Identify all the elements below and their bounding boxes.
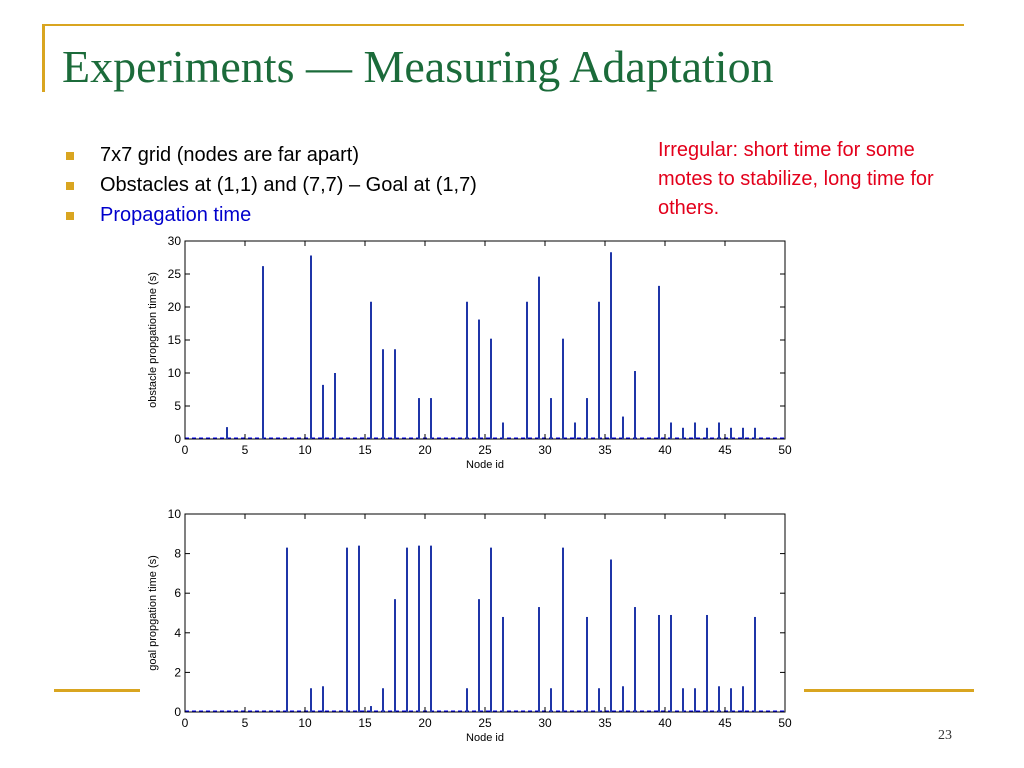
slide-title: Experiments — Measuring Adaptation [62,41,774,92]
bullet-text: Obstacles at (1,1) and (7,7) – Goal at (… [100,174,477,196]
y-tick-label: 10 [168,507,182,521]
x-tick-label: 40 [658,443,672,457]
bullet-text: Propagation time [100,204,252,226]
x-tick-label: 20 [418,443,432,457]
page-number: 23 [938,728,952,743]
x-tick-label: 10 [298,443,312,457]
accent-rule-right [804,689,974,692]
x-tick-label: 35 [598,716,612,730]
x-axis-label: Node id [466,732,504,744]
x-tick-label: 45 [718,716,732,730]
bullet-square-icon [66,152,74,160]
x-tick-label: 0 [182,443,189,457]
x-tick-label: 25 [478,443,492,457]
x-tick-label: 30 [538,443,552,457]
x-tick-label: 45 [718,443,732,457]
x-tick-label: 15 [358,443,372,457]
bullet-square-icon [66,212,74,220]
x-tick-label: 50 [778,443,792,457]
bullet-text: 7x7 grid (nodes are far apart) [100,144,360,166]
y-tick-label: 4 [174,626,181,640]
x-axis-label: Node id [466,459,504,471]
irregular-note: Irregular: short time for some motes to … [658,139,934,219]
y-tick-label: 25 [168,267,182,281]
y-axis-label: obstacle propgation time (s) [147,272,159,408]
y-tick-label: 8 [174,547,181,561]
accent-frame-horizontal [42,24,964,26]
x-tick-label: 50 [778,716,792,730]
y-tick-label: 0 [174,705,181,719]
x-tick-label: 20 [418,716,432,730]
x-tick-label: 15 [358,716,372,730]
y-tick-label: 6 [174,586,181,600]
bullet-square-icon [66,182,74,190]
y-tick-label: 2 [174,665,181,679]
y-tick-label: 30 [168,234,182,248]
y-tick-label: 0 [174,432,181,446]
y-tick-label: 5 [174,399,181,413]
x-tick-label: 10 [298,716,312,730]
plot-area [184,513,786,713]
x-tick-label: 5 [242,716,249,730]
x-tick-label: 40 [658,716,672,730]
x-tick-label: 0 [182,716,189,730]
goal-propagation-chart: 0 5 10 15 20 25 30 35 40 45 50 0 2 4 6 8 10 Node id goal p… [147,507,792,744]
y-tick-label: 15 [168,333,182,347]
accent-frame-vertical [42,24,45,92]
x-tick-label: 25 [478,716,492,730]
accent-rule-left [54,689,140,692]
plot-area [184,240,786,440]
y-axis-label: goal propgation time (s) [147,555,159,671]
y-tick-label: 10 [168,366,182,380]
obstacle-propagation-chart: 0 5 10 15 20 25 30 35 40 45 50 0 5 10 15 20 25 30 Node id o… [147,234,792,471]
x-tick-label: 5 [242,443,249,457]
x-tick-label: 30 [538,716,552,730]
y-tick-label: 20 [168,300,182,314]
x-tick-label: 35 [598,443,612,457]
